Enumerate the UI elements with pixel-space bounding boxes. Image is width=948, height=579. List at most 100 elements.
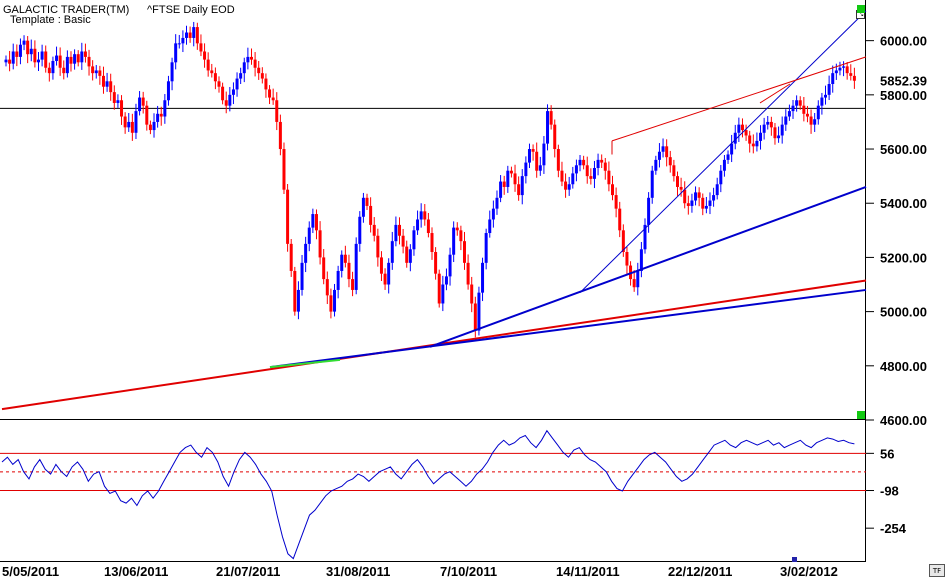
candle-body	[80, 51, 84, 63]
candle-body	[192, 27, 196, 38]
candle-body	[412, 230, 416, 250]
candle-body	[708, 200, 712, 206]
date-axis-label: 22/12/2011	[668, 564, 732, 579]
blue-thin-trendline[interactable]	[579, 10, 867, 294]
candle-body	[55, 55, 59, 61]
price-axis-tick-label: 5400.00	[880, 196, 927, 211]
candle-body	[614, 195, 618, 209]
candle-body	[383, 273, 387, 285]
candle-body	[777, 135, 781, 139]
candle-body	[567, 184, 571, 190]
candle-body	[239, 73, 243, 79]
candle-body	[249, 56, 253, 60]
candle-body	[531, 149, 535, 152]
price-axis-tick-label: 5200.00	[880, 250, 927, 265]
candle-body	[87, 56, 91, 67]
candle-body	[181, 37, 185, 44]
candle-body	[195, 27, 199, 44]
candle-body	[802, 105, 806, 114]
candle-body	[842, 66, 846, 68]
candle-body	[325, 279, 329, 296]
blue-trendline-steep[interactable]	[429, 186, 867, 348]
candle-body	[69, 56, 73, 64]
candle-body	[333, 289, 337, 312]
candle-body	[268, 89, 272, 98]
candle-body	[365, 197, 369, 206]
scroll-marker-icon[interactable]	[792, 557, 797, 562]
candle-body	[733, 132, 737, 144]
candle-body	[744, 130, 748, 136]
candle-body	[571, 173, 575, 185]
candle-body	[58, 55, 62, 68]
candle-body	[296, 289, 300, 312]
candle-body	[398, 224, 402, 236]
candle-body	[94, 70, 98, 74]
candle-body	[185, 32, 189, 38]
candle-body	[203, 51, 207, 60]
green-square-icon[interactable]	[857, 411, 865, 419]
candle-body	[441, 284, 445, 304]
candle-body	[657, 151, 661, 160]
candle-body	[675, 176, 679, 187]
candle-body	[379, 257, 383, 274]
price-axis-tick-label: 4800.00	[880, 359, 927, 374]
candle-body	[686, 203, 690, 206]
candle-body	[351, 279, 355, 290]
candle-body	[535, 151, 539, 171]
green-trendline-segment[interactable]	[269, 358, 341, 369]
candle-body	[394, 224, 398, 242]
candle-body	[740, 124, 744, 131]
candle-body	[47, 67, 51, 74]
candle-body	[730, 143, 734, 155]
candle-body	[694, 192, 698, 201]
candle-body	[116, 100, 120, 103]
candle-body	[748, 135, 752, 144]
candle-body	[148, 124, 152, 131]
price-axis-tick-label: 5600.00	[880, 142, 927, 157]
candle-body	[289, 243, 293, 271]
candle-body	[466, 262, 470, 285]
candle-body	[784, 116, 788, 125]
candle-body	[156, 113, 160, 122]
red-short-line	[759, 83, 791, 104]
candle-body	[798, 100, 802, 106]
date-axis-label: 21/07/2011	[216, 564, 280, 579]
candle-body	[11, 51, 15, 64]
candle-body	[8, 59, 12, 64]
date-axis-label: 31/08/2011	[326, 564, 390, 579]
candle-body	[751, 143, 755, 147]
candle-body	[206, 59, 210, 71]
candle-body	[361, 197, 365, 217]
candle-body	[4, 59, 8, 63]
candle-body	[242, 62, 246, 74]
candle-body	[293, 270, 297, 312]
red-thin-trendline[interactable]	[611, 56, 867, 142]
candle-body	[643, 224, 647, 250]
candle-body	[715, 184, 719, 196]
candle-body	[188, 32, 192, 38]
candle-body	[852, 75, 856, 81]
green-square-icon[interactable]	[857, 5, 865, 13]
candle-body	[654, 159, 658, 171]
candle-body	[625, 252, 629, 266]
candle-body	[275, 100, 279, 122]
candle-body	[65, 56, 69, 74]
candle-body	[484, 233, 488, 263]
candle-body	[105, 81, 109, 87]
price-panel[interactable]	[0, 0, 866, 420]
timeframe-icon[interactable]: TF	[929, 564, 945, 577]
candle-body	[329, 295, 333, 312]
template-label: Template : Basic	[10, 14, 91, 26]
candle-body	[123, 116, 127, 128]
candle-body	[260, 73, 264, 79]
candle-body	[556, 149, 560, 171]
candle-body	[36, 59, 40, 63]
candle-body	[120, 100, 124, 117]
candle-body	[152, 121, 156, 131]
price-axis-tick-label: 6000.00	[880, 34, 927, 49]
candle-body	[560, 170, 564, 182]
candle-body	[816, 105, 820, 120]
blue-trendline[interactable]	[269, 288, 867, 369]
candle-body	[134, 111, 138, 133]
candle-body	[354, 243, 358, 290]
